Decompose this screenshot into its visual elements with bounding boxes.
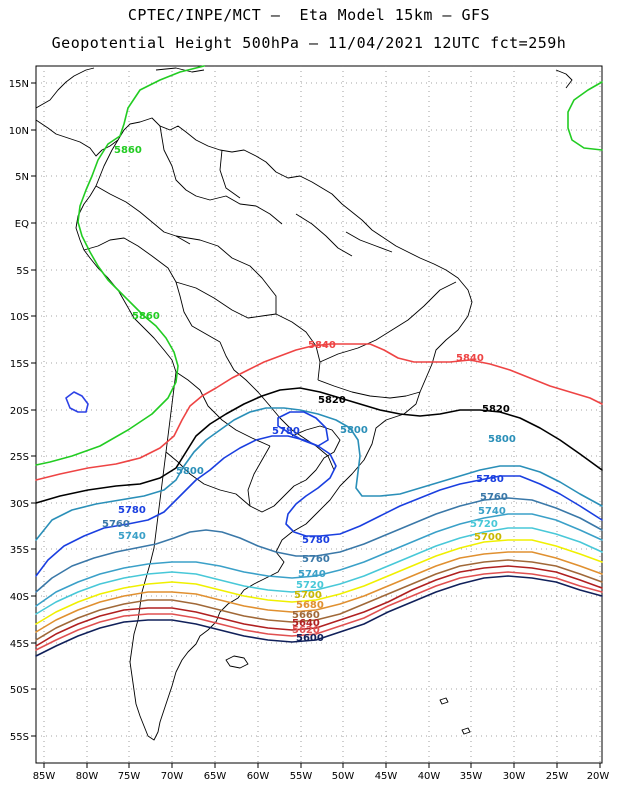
contour-label-5760: 5760 (480, 492, 508, 503)
contour-label-5820: 5820 (482, 404, 510, 415)
contour-label-5700: 5700 (474, 532, 502, 543)
lon-label: 25W (546, 771, 569, 782)
lat-label: 55S (10, 732, 29, 743)
contour-label-5800: 5800 (340, 425, 368, 436)
contour-5780-loop (277, 411, 329, 447)
contour-5860-island (65, 391, 89, 413)
lon-label: 60W (247, 771, 270, 782)
contour-label-5600: 5600 (296, 633, 324, 644)
contour-label-5840: 5840 (308, 340, 336, 351)
contour-label-5660: 5660 (292, 610, 320, 621)
contour-label-5780: 5780 (476, 474, 504, 485)
contour-5820 (35, 387, 603, 504)
contour-5860-east (567, 81, 603, 151)
contour-label-5760: 5760 (102, 519, 130, 530)
contour-label-5640: 5640 (292, 618, 320, 629)
contour-5740 (35, 513, 603, 607)
lon-label: 35W (460, 771, 483, 782)
contour-label-5740: 5740 (478, 506, 506, 517)
map-frame (35, 65, 603, 764)
contour-5680 (35, 551, 603, 633)
contour-label-5820: 5820 (318, 395, 346, 406)
contour-label-5780: 5780 (118, 505, 146, 516)
longitude-labels: 85W 80W 75W 70W 65W 60W 55W 50W 45W 40W … (33, 771, 610, 782)
lon-label: 75W (118, 771, 141, 782)
lat-label: 5N (15, 172, 29, 183)
contour-5600 (35, 575, 603, 657)
lat-label: 40S (10, 592, 29, 603)
contour-label-5780: 5780 (272, 426, 300, 437)
contour-labels: 5860 5860 5840 5840 5820 5820 5800 5800 … (102, 145, 516, 644)
lat-label: 25S (10, 452, 29, 463)
contours (35, 65, 603, 657)
lon-label: 50W (332, 771, 355, 782)
lat-label: 30S (10, 499, 29, 510)
lon-label: 85W (33, 771, 56, 782)
contour-label-5840: 5840 (456, 353, 484, 364)
lon-label: 80W (76, 771, 99, 782)
lon-label: 55W (290, 771, 313, 782)
contour-label-5740: 5740 (298, 569, 326, 580)
contour-5800 (35, 407, 603, 541)
contour-label-5800: 5800 (176, 466, 204, 477)
contour-5780 (35, 435, 603, 577)
contour-5700 (35, 539, 603, 625)
lat-label: 5S (16, 266, 29, 277)
lat-label: 15N (9, 79, 29, 90)
contour-label-5740: 5740 (118, 531, 146, 542)
lat-label: 35S (10, 545, 29, 556)
contour-label-5860: 5860 (114, 145, 142, 156)
latitude-labels: 15N 10N 5N EQ 5S 10S 15S 20S 25S 30S 35S… (9, 79, 29, 743)
contour-5860 (35, 65, 205, 466)
lon-label: 70W (161, 771, 184, 782)
lat-label: 20S (10, 406, 29, 417)
lat-label: 10N (9, 126, 29, 137)
contour-5840 (35, 343, 603, 481)
title-line-1: CPTEC/INPE/MCT – Eta Model 15km – GFS (127, 6, 491, 24)
contour-label-5620: 5620 (292, 625, 320, 636)
coastlines (35, 67, 573, 741)
lon-label: 45W (375, 771, 398, 782)
graticule (36, 66, 602, 763)
contour-label-5860: 5860 (132, 311, 160, 322)
tick-marks (31, 82, 601, 768)
contour-label-5780: 5780 (302, 535, 330, 546)
contour-label-5680: 5680 (296, 600, 324, 611)
contour-label-5800: 5800 (488, 434, 516, 445)
lat-label: 10S (10, 312, 29, 323)
contour-label-5720: 5720 (296, 580, 324, 591)
lat-label: 50S (10, 685, 29, 696)
lon-label: 30W (503, 771, 526, 782)
contour-5720 (35, 527, 603, 615)
contour-label-5720: 5720 (470, 519, 498, 530)
contour-label-5700: 5700 (294, 590, 322, 601)
lon-label: 20W (587, 771, 610, 782)
lat-label: 15S (10, 359, 29, 370)
lon-label: 65W (204, 771, 227, 782)
lon-label: 40W (418, 771, 441, 782)
title-line-2: Geopotential Height 500hPa – 11/04/2021 … (51, 34, 567, 52)
contour-5760 (35, 497, 603, 593)
lat-label: EQ (15, 219, 29, 230)
contour-5620 (35, 571, 603, 651)
lat-label: 45S (10, 639, 29, 650)
contour-5640 (35, 565, 603, 647)
contour-label-5760: 5760 (302, 554, 330, 565)
contour-5660 (35, 559, 603, 641)
